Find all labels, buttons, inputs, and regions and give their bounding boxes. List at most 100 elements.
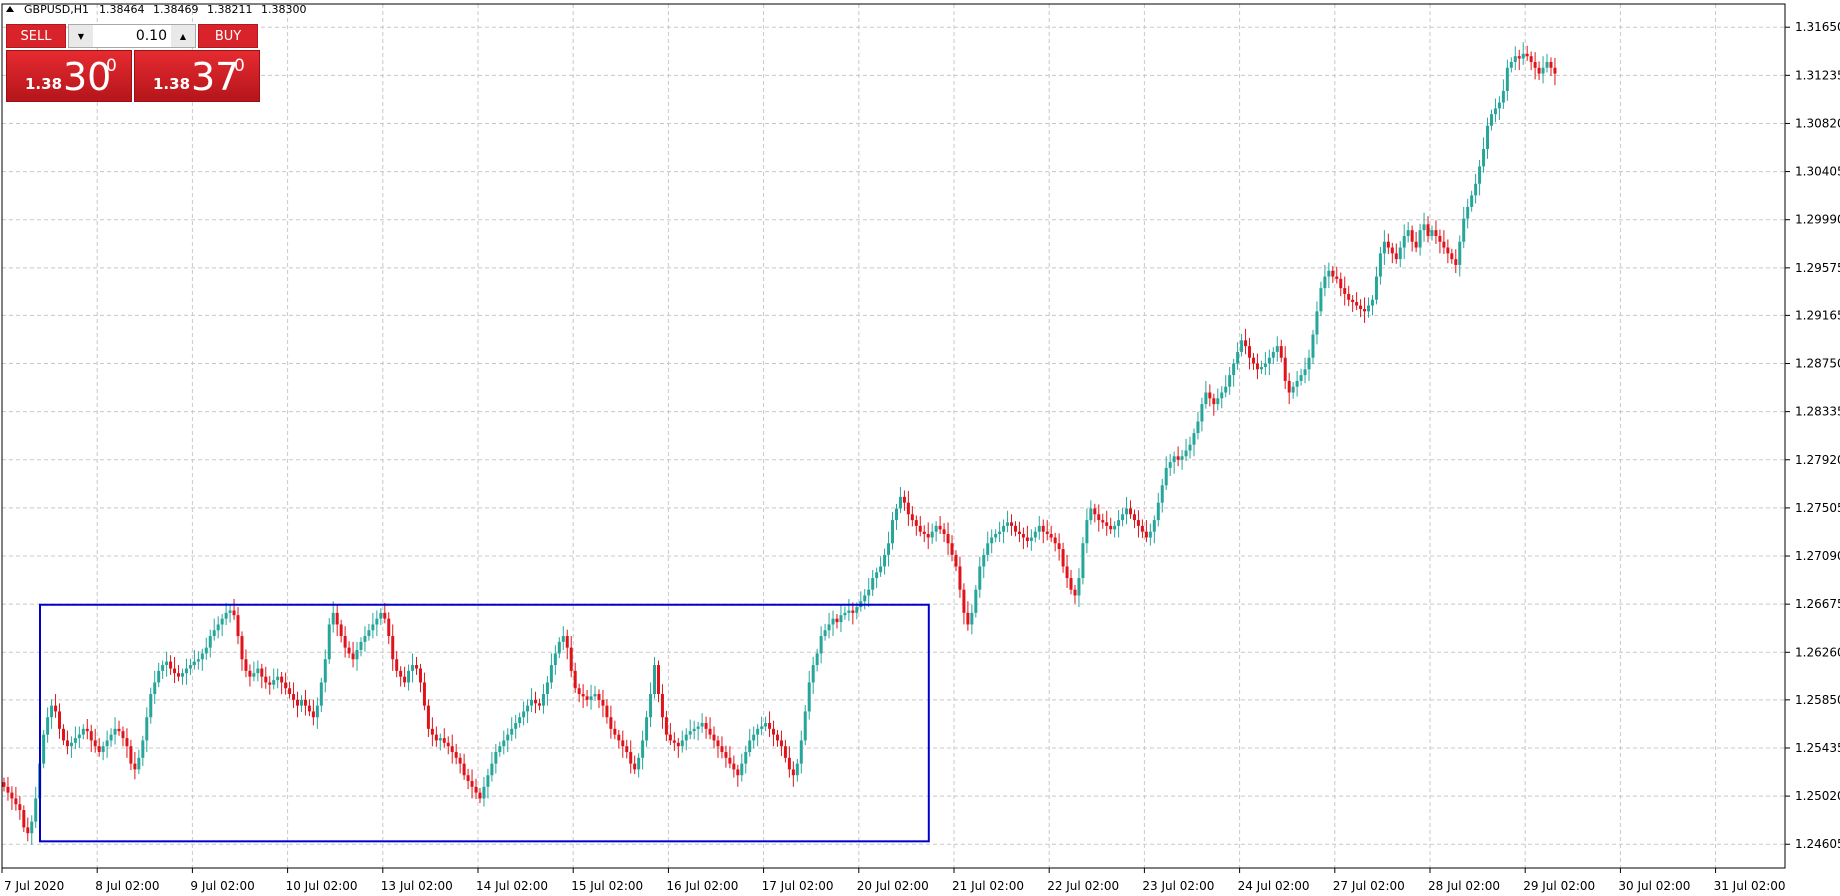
candle-body	[327, 624, 331, 660]
candle-body	[1323, 276, 1327, 289]
candle-body	[442, 738, 446, 743]
triangle-icon[interactable]	[6, 6, 14, 12]
candle-body	[1244, 340, 1248, 347]
buy-button[interactable]: BUY	[198, 24, 258, 48]
candle-body	[1521, 53, 1525, 59]
candle-body	[561, 636, 565, 642]
candle-body	[1434, 230, 1438, 236]
candle-body	[1315, 311, 1319, 335]
x-tick-label: 29 Jul 02:00	[1523, 879, 1595, 893]
candle-body	[891, 520, 895, 544]
buy-price-box[interactable]: 1.38 37 0	[134, 50, 260, 102]
decrease-lot-icon[interactable]: ▼	[69, 25, 93, 47]
candle-body	[534, 699, 538, 704]
candle-body	[188, 665, 192, 669]
candle-body	[422, 682, 426, 706]
candle-body	[1105, 522, 1109, 526]
candle-body	[1240, 340, 1244, 352]
candle-body	[653, 665, 657, 695]
sell-price-box[interactable]: 1.38 30 0	[6, 50, 132, 102]
candle-body	[506, 734, 510, 741]
candle-body	[688, 731, 692, 735]
y-tick-label: 1.29165	[1795, 308, 1840, 322]
candle-body	[1438, 235, 1442, 242]
candle-body	[946, 533, 950, 544]
candle-body	[1156, 502, 1160, 521]
candle-body	[1513, 56, 1517, 62]
candle-body	[1041, 525, 1045, 532]
candle-body	[200, 653, 204, 660]
candle-body	[315, 705, 319, 718]
sell-price-prefix: 1.38	[25, 75, 63, 93]
candle-body	[26, 827, 30, 834]
x-tick-label: 15 Jul 02:00	[571, 879, 643, 893]
candle-body	[1045, 531, 1049, 534]
candle-body	[141, 740, 145, 758]
lot-size-input[interactable]: 0.10	[135, 28, 167, 44]
candle-body	[1010, 522, 1014, 526]
candle-body	[970, 612, 974, 625]
candle-body	[982, 554, 986, 567]
candle-body	[1442, 241, 1446, 248]
candle-body	[875, 572, 879, 579]
x-tick-label: 30 Jul 02:00	[1618, 879, 1690, 893]
y-tick-label: 1.26675	[1795, 597, 1840, 611]
candle-body	[256, 668, 260, 674]
candle-body	[581, 694, 585, 697]
annotation-rectangle[interactable]	[39, 603, 930, 843]
lot-size-stepper[interactable]: ▼ 0.10 ▲	[68, 24, 196, 48]
price-axis: 1.31650 1.31235 1.30820 1.30405 1.29990 1.295…	[1785, 20, 1840, 851]
candle-body	[998, 531, 1002, 534]
candle-body	[625, 746, 629, 753]
candle-body	[311, 711, 315, 718]
candle-body	[1224, 386, 1228, 393]
candle-body	[764, 723, 768, 727]
candle-body	[1553, 67, 1557, 74]
candle-body	[486, 775, 490, 787]
candle-body	[6, 786, 10, 793]
candle-body	[169, 661, 173, 669]
candle-body	[1212, 398, 1216, 405]
candle-body	[1311, 334, 1315, 358]
candle-body	[208, 636, 212, 648]
candle-body	[339, 624, 343, 637]
candle-body	[649, 694, 653, 718]
candle-body	[1109, 525, 1113, 530]
close-value: 1.38300	[260, 3, 307, 16]
candle-body	[1533, 61, 1537, 68]
candle-body	[157, 670, 161, 683]
sell-button[interactable]: SELL	[6, 24, 66, 48]
candle-body	[319, 682, 323, 706]
candle-body	[1370, 299, 1374, 306]
candle-body	[787, 757, 791, 770]
candle-body	[1002, 525, 1006, 532]
candle-body	[645, 717, 649, 741]
buy-price-superscript: 0	[234, 56, 245, 76]
increase-lot-icon[interactable]: ▲	[171, 25, 195, 47]
candle-body	[1236, 351, 1240, 364]
candle-body	[684, 734, 688, 741]
candle-body	[284, 682, 288, 689]
candle-body	[1248, 346, 1252, 358]
candle-body	[1017, 531, 1021, 534]
candle-body	[1117, 520, 1121, 526]
candle-body	[783, 746, 787, 758]
candle-body	[716, 740, 720, 747]
candle-body	[1394, 253, 1398, 260]
y-tick-label: 1.25020	[1795, 789, 1840, 803]
candle-body	[676, 742, 680, 747]
candle-body	[553, 653, 557, 666]
candle-body	[1255, 363, 1259, 370]
candle-body	[1220, 392, 1224, 399]
candle-body	[1367, 305, 1371, 312]
ohlc-values: 1.38464 1.38469 1.38211 1.38300	[99, 3, 312, 16]
candle-body	[264, 676, 268, 683]
candle-body	[577, 688, 581, 695]
candle-body	[407, 670, 411, 683]
candle-body	[387, 618, 391, 637]
open-value: 1.38464	[98, 3, 145, 16]
candle-body	[391, 636, 395, 660]
candle-body	[863, 595, 867, 602]
candle-body	[61, 728, 65, 741]
